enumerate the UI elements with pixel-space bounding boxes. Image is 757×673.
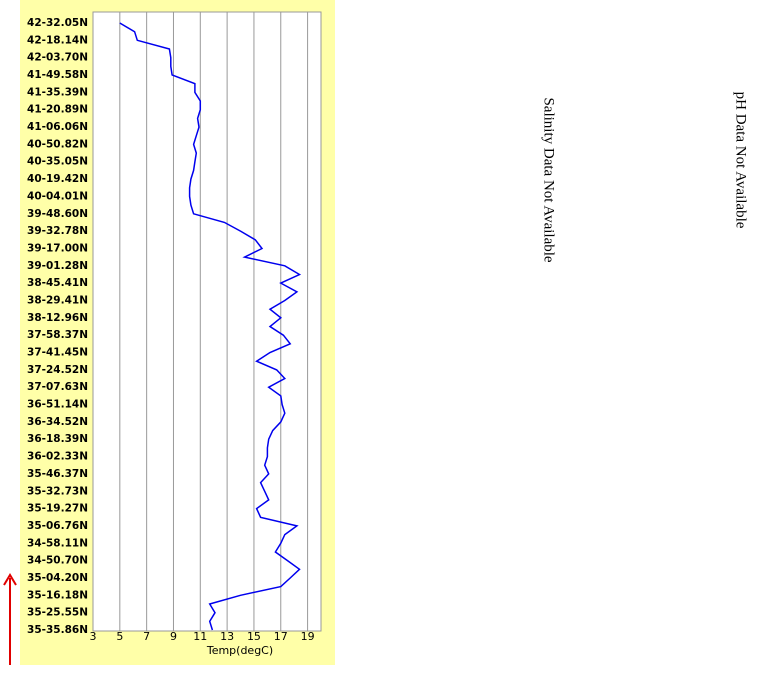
data-line (119, 22, 302, 631)
y-tick-label: 37-58.37N (27, 329, 88, 341)
x-tick-label: 19 (301, 630, 315, 643)
y-tick-label: 37-41.45N (27, 347, 88, 359)
y-tick-label: 39-01.28N (27, 260, 88, 272)
y-tick-label: 37-24.52N (27, 364, 88, 376)
y-tick-label: 40-35.05N (27, 156, 88, 168)
annotation: Salinity Data Not Available (541, 97, 557, 262)
y-tick-label: 35-32.73N (27, 485, 88, 497)
x-tick-label: 3 (90, 630, 97, 643)
y-tick-label: 38-29.41N (27, 294, 88, 306)
x-tick-label: 15 (247, 630, 261, 643)
y-tick-label: 39-32.78N (27, 225, 88, 237)
y-tick-label: 35-06.76N (27, 520, 88, 532)
y-tick-label: 38-12.96N (27, 312, 88, 324)
y-tick-label: 39-17.00N (27, 242, 88, 254)
x-tick-label: 9 (170, 630, 177, 643)
y-tick-label: 35-35.86N (27, 624, 88, 636)
annotation: pH Data Not Available (733, 92, 749, 229)
y-tick-label: 35-16.18N (27, 589, 88, 601)
y-tick-label: 34-58.11N (27, 537, 88, 549)
x-tick-label: 7 (143, 630, 150, 643)
y-tick-label: 40-19.42N (27, 173, 88, 185)
x-axis-label: Temp(degC) (206, 644, 273, 657)
y-tick-label: 35-25.55N (27, 607, 88, 619)
arrow-head (3, 573, 17, 586)
y-tick-label: 40-04.01N (27, 190, 88, 202)
y-tick-label: 41-49.58N (27, 69, 88, 81)
y-tick-label: 38-45.41N (27, 277, 88, 289)
y-tick-label: 40-50.82N (27, 138, 88, 150)
x-tick-label: 13 (220, 630, 234, 643)
y-tick-label: 36-02.33N (27, 451, 88, 463)
y-tick-label: 37-07.63N (27, 381, 88, 393)
y-tick-label: 36-34.52N (27, 416, 88, 428)
x-tick-label: 17 (274, 630, 288, 643)
plot-area (92, 11, 322, 632)
y-tick-label: 34-50.70N (27, 555, 88, 567)
y-tick-label: 42-18.14N (27, 34, 88, 46)
x-tick-label: 11 (193, 630, 207, 643)
y-tick-label: 36-18.39N (27, 433, 88, 445)
y-tick-label: 41-06.06N (27, 121, 88, 133)
y-tick-label: 36-51.14N (27, 399, 88, 411)
y-tick-label: 35-46.37N (27, 468, 88, 480)
y-tick-label: 42-03.70N (27, 52, 88, 64)
y-tick-label: 35-19.27N (27, 503, 88, 515)
y-tick-label: 42-32.05N (27, 17, 88, 29)
y-tick-label: 41-20.89N (27, 104, 88, 116)
x-tick-label: 5 (116, 630, 123, 643)
y-tick-label: 41-35.39N (27, 86, 88, 98)
y-tick-label: 39-48.60N (27, 208, 88, 220)
y-tick-label: 35-04.20N (27, 572, 88, 584)
